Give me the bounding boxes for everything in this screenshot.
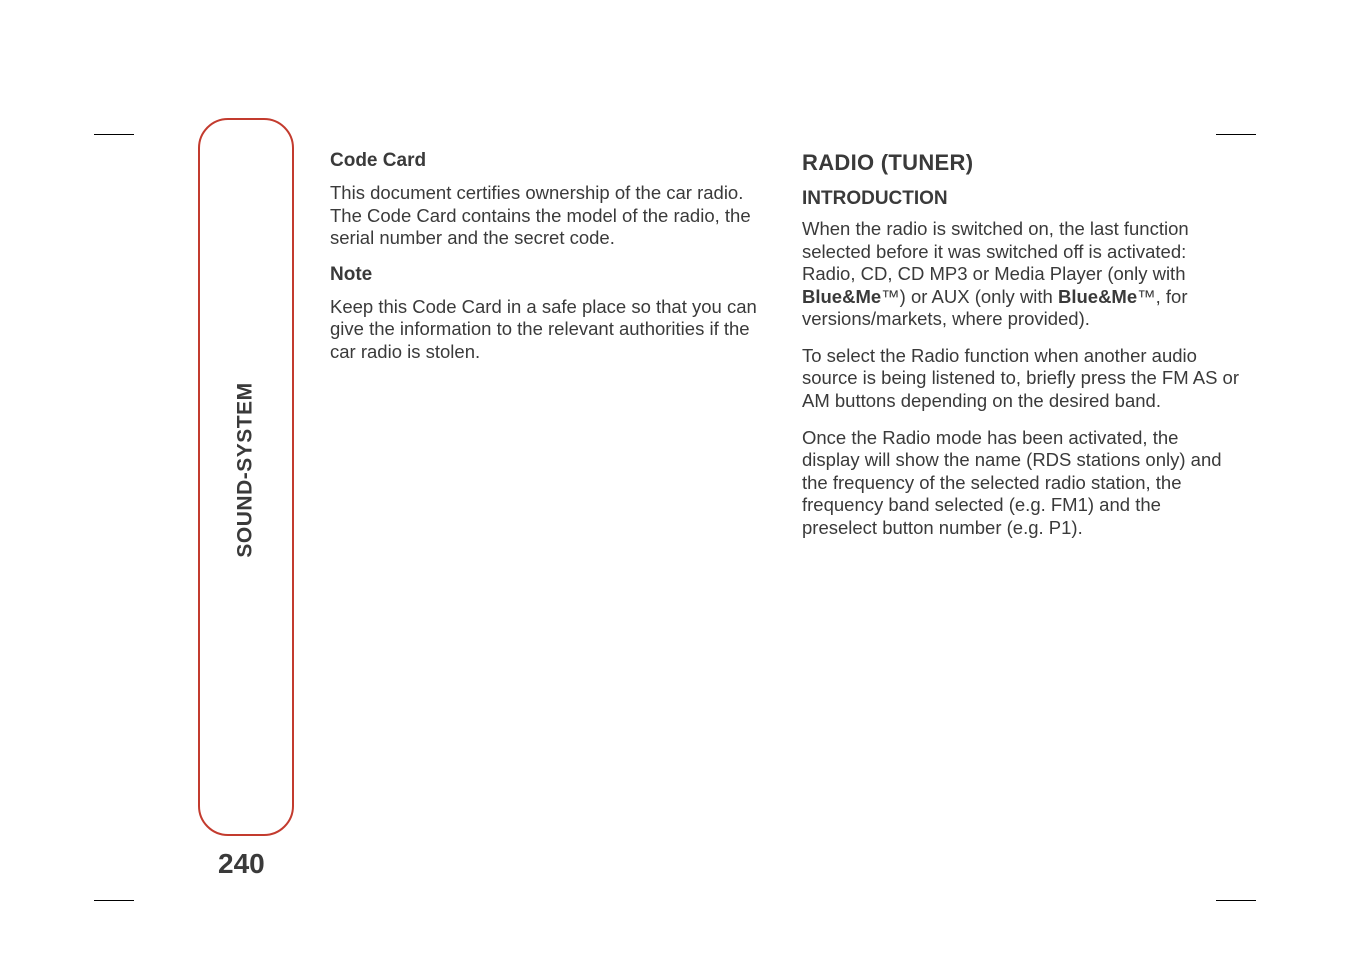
heading-code-card: Code Card xyxy=(330,150,768,172)
heading-introduction: INTRODUCTION xyxy=(802,188,1240,210)
para-intro-2: To select the Radio function when anothe… xyxy=(802,345,1240,413)
content-columns: Code Card This document certifies owners… xyxy=(330,150,1240,553)
para-intro-3: Once the Radio mode has been activated, … xyxy=(802,427,1240,540)
crop-mark xyxy=(1216,900,1256,901)
para-code-card-desc: This document certifies ownership of the… xyxy=(330,182,768,250)
text-span: ™) or AUX (only with xyxy=(881,286,1058,307)
brand-blueandme: Blue&Me xyxy=(802,286,881,307)
crop-mark xyxy=(1216,134,1256,135)
page-root: SOUND-SYSTEM 240 Code Card This document… xyxy=(0,0,1350,954)
para-intro-1: When the radio is switched on, the last … xyxy=(802,218,1240,331)
crop-mark xyxy=(94,900,134,901)
left-column: Code Card This document certifies owners… xyxy=(330,150,768,553)
page-number: 240 xyxy=(218,848,265,880)
para-note-desc: Keep this Code Card in a safe place so t… xyxy=(330,296,768,364)
text-span: When the radio is switched on, the last … xyxy=(802,218,1189,284)
heading-note: Note xyxy=(330,264,768,286)
sidebar-label-container: SOUND-SYSTEM xyxy=(202,370,290,570)
heading-radio-tuner: RADIO (TUNER) xyxy=(802,150,1240,176)
sidebar-label: SOUND-SYSTEM xyxy=(234,382,258,557)
brand-blueandme: Blue&Me xyxy=(1058,286,1137,307)
crop-mark xyxy=(94,134,134,135)
right-column: RADIO (TUNER) INTRODUCTION When the radi… xyxy=(802,150,1240,553)
